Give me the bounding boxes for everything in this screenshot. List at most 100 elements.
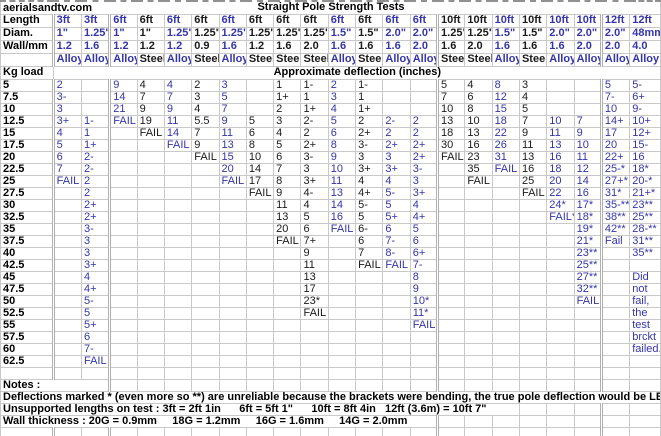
deflection-cell xyxy=(51,318,82,332)
cell xyxy=(518,378,548,392)
col-header-length: 6ft xyxy=(108,13,138,28)
deflection-cell: 12 xyxy=(491,90,520,104)
col-header-material: Steel xyxy=(191,52,220,67)
deflection-cell xyxy=(51,246,82,260)
deflection-cell: 1- xyxy=(355,78,384,92)
deflection-cell: FAIL xyxy=(436,150,466,164)
col-header-material: Steel xyxy=(518,52,548,67)
col-header-diam: 1.25" xyxy=(163,26,193,41)
deflection-cell: 4- xyxy=(300,186,329,200)
deflection-cell: 11 xyxy=(546,126,575,140)
col-header-material: Alloy xyxy=(80,52,111,67)
deflection-cell: 1 xyxy=(355,90,384,104)
deflection-cell: 3+ xyxy=(382,162,411,176)
cell xyxy=(464,414,493,428)
deflection-cell xyxy=(355,342,384,356)
deflection-cell xyxy=(163,330,193,344)
deflection-cell: 13 xyxy=(273,210,302,224)
cell xyxy=(300,366,329,380)
deflection-cell xyxy=(191,234,220,248)
deflection-cell xyxy=(491,354,520,368)
cell xyxy=(191,378,220,392)
deflection-cell xyxy=(163,186,193,200)
deflection-cell: 4 xyxy=(136,78,165,92)
page-title: Straight Pole Strength Tests xyxy=(257,1,405,14)
deflection-cell xyxy=(327,282,357,296)
deflection-cell xyxy=(436,342,466,356)
deflection-cell: 7- xyxy=(80,342,111,356)
col-header-wall: 1.2 xyxy=(245,39,275,54)
col-header-wall: 1.6 xyxy=(436,39,466,54)
deflection-cell: FAIL xyxy=(191,150,220,164)
col-header-material: Alloy xyxy=(163,52,193,67)
deflection-cell xyxy=(491,234,520,248)
deflection-cell xyxy=(518,222,548,236)
cell xyxy=(245,426,275,436)
col-header-length: 10ft xyxy=(436,13,466,28)
deflection-cell: 10 xyxy=(436,102,466,116)
deflection-cell xyxy=(436,198,466,212)
deflection-cell xyxy=(273,270,302,284)
deflection-cell xyxy=(51,330,82,344)
deflection-cell xyxy=(136,258,165,272)
deflection-cell xyxy=(218,258,247,272)
deflection-cell: 9- xyxy=(629,102,661,116)
deflection-cell: 18* xyxy=(629,162,661,176)
deflection-cell: 1- xyxy=(300,78,329,92)
deflection-cell: 2 xyxy=(51,78,82,92)
deflection-cell xyxy=(245,78,275,92)
deflection-cell xyxy=(245,222,275,236)
deflection-cell: 26 xyxy=(491,138,520,152)
deflection-cell xyxy=(491,222,520,236)
deflection-cell: 5 xyxy=(599,78,631,92)
deflection-cell xyxy=(599,306,631,320)
deflection-cell xyxy=(382,330,411,344)
deflection-cell xyxy=(245,234,275,248)
col-header-length: 3ft xyxy=(51,13,82,28)
deflection-cell xyxy=(218,186,247,200)
deflection-cell xyxy=(163,234,193,248)
cell xyxy=(518,414,548,428)
deflection-cell: 1+ xyxy=(300,102,329,116)
data-row: 15 4 1 FAIL 14 7 11 6 4 2 6 2+ 2 2 18 13 22 9 11 9 17 12+ xyxy=(0,126,661,140)
deflection-cell: 21 xyxy=(108,102,138,116)
deflection-cell: 9 xyxy=(300,246,329,260)
deflection-cell: 6 xyxy=(273,150,302,164)
deflection-cell xyxy=(273,246,302,260)
col-header-wall: 1.6 xyxy=(518,39,548,54)
deflection-cell xyxy=(108,270,138,284)
cell xyxy=(273,366,302,380)
deflection-cell xyxy=(518,342,548,356)
deflection-cell xyxy=(546,102,575,116)
deflection-cell: 13 xyxy=(436,114,466,128)
deflection-cell xyxy=(436,258,466,272)
col-header-length: 3ft xyxy=(80,13,111,28)
data-row: 42.5 3+ 11 FAIL FAIL 7- 25** xyxy=(0,258,661,272)
col-header-material: Alloy xyxy=(108,52,138,67)
deflection-cell: 20-* xyxy=(629,174,661,188)
cell xyxy=(80,426,111,436)
deflection-cell: 3 xyxy=(327,90,357,104)
deflection-cell: 17 xyxy=(300,282,329,296)
deflection-cell xyxy=(108,318,138,332)
deflection-cell: 10 xyxy=(327,162,357,176)
deflection-cell: 5 xyxy=(409,222,439,236)
deflection-cell xyxy=(273,342,302,356)
deflection-cell: 8 xyxy=(491,78,520,92)
deflection-cell xyxy=(573,342,602,356)
cell xyxy=(491,378,520,392)
load-label: 22.5 xyxy=(0,162,54,176)
deflection-cell: 4+ xyxy=(409,210,439,224)
col-header-length: 6ft xyxy=(191,13,220,28)
col-header-material: Alloy xyxy=(573,52,602,67)
deflection-cell xyxy=(108,330,138,344)
deflection-cell: 19 xyxy=(136,114,165,128)
cell xyxy=(599,378,631,392)
deflection-cell: 16 xyxy=(573,186,602,200)
deflection-cell xyxy=(51,222,82,236)
deflection-cell: 24* xyxy=(546,198,575,212)
deflection-cell xyxy=(51,198,82,212)
data-row: 20 6 2- FAIL 15 10 6 3- 9 3 3 2+ FAIL 23 31 13 16 11 22+ 16 xyxy=(0,150,661,164)
load-label: 40 xyxy=(0,246,54,260)
deflection-cell: 13 xyxy=(464,126,493,140)
